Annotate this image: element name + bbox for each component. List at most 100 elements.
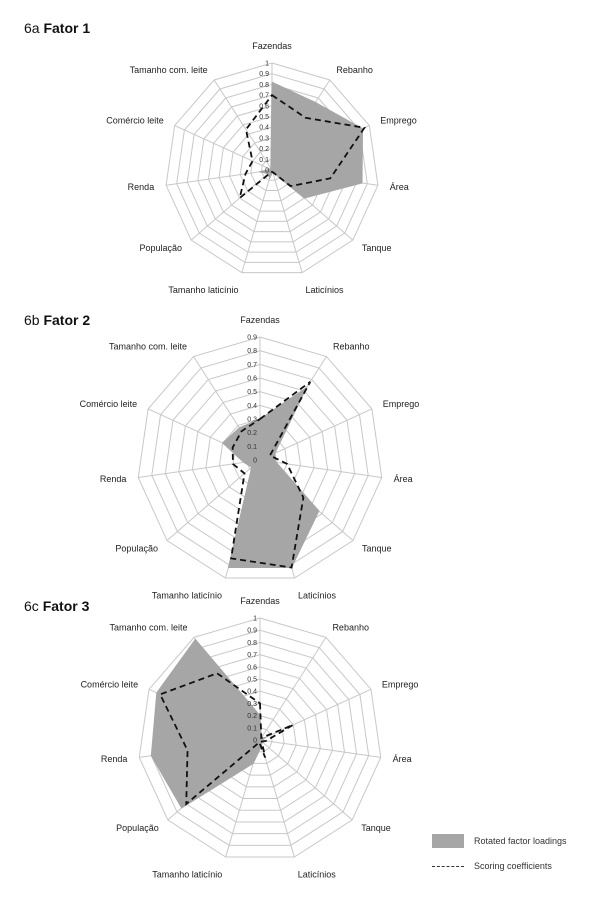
tick-label: 0 xyxy=(265,168,269,175)
category-label: Laticínios xyxy=(306,285,345,295)
panel-prefix: 6a xyxy=(24,20,40,36)
category-label: Comércio leite xyxy=(80,399,138,409)
category-label: Renda xyxy=(101,754,128,764)
tick-label: 0.4 xyxy=(247,689,257,696)
grid-spoke xyxy=(271,169,303,273)
category-labels: Fazendas Rebanho Emprego Área Tanque Laticíni… xyxy=(80,315,420,601)
category-label: População xyxy=(115,543,158,553)
tick-label: 0.7 xyxy=(247,652,257,659)
grid-spoke xyxy=(259,739,295,858)
tick-labels: 0 0.1 0.2 0.3 0.4 0.5 0.6 0.7 0.8 0.9 1 xyxy=(259,61,269,175)
legend-swatch-loadings xyxy=(432,834,464,848)
category-label: Laticínios xyxy=(298,870,337,880)
grid-spoke xyxy=(213,79,273,171)
tick-label: 0.5 xyxy=(259,114,269,121)
panel-title-text: Fator 3 xyxy=(42,598,90,614)
tick-label: 0.6 xyxy=(247,376,257,383)
panel-title: 6a Fator 1 xyxy=(24,20,90,36)
tick-label: 0 xyxy=(253,738,257,745)
category-label: Tanque xyxy=(361,823,391,833)
category-label: Área xyxy=(390,182,409,192)
category-label: Renda xyxy=(100,474,127,484)
category-label: Tamanho laticínio xyxy=(152,591,222,601)
tick-label: 0.1 xyxy=(259,157,269,164)
grid-ring xyxy=(176,73,368,263)
category-label: Tamanho com. leite xyxy=(110,622,188,632)
category-label: Tamanho laticínio xyxy=(152,870,222,880)
series-rotated-factor-loadings xyxy=(221,386,320,569)
category-label: Emprego xyxy=(383,399,420,409)
panel-title-text: Fator 2 xyxy=(43,312,91,328)
grid-spoke xyxy=(166,169,273,186)
series-rotated-factor-loadings xyxy=(150,638,268,809)
category-label: Comércio leite xyxy=(81,679,139,689)
panel-title: 6b Fator 2 xyxy=(24,312,90,328)
tick-label: 0.7 xyxy=(247,362,257,369)
grid-ring xyxy=(138,617,382,858)
radar-chart-fator-1: 0 0.1 0.2 0.3 0.4 0.5 0.6 0.7 0.8 0.9 1 Fazendas Reb… xyxy=(106,41,417,295)
tick-labels: 0 0.1 0.2 0.3 0.4 0.5 0.6 0.7 0.8 0.9 1 xyxy=(247,616,257,745)
grid-spoke xyxy=(259,739,353,821)
tick-label: 0.7 xyxy=(259,93,269,100)
tick-label: 1 xyxy=(253,616,257,623)
legend-label-loadings: Rotated factor loadings xyxy=(474,836,567,846)
legend: Rotated factor loadings Scoring coeffici… xyxy=(432,834,597,884)
series-scoring-coefficients xyxy=(158,672,294,806)
grid-spoke xyxy=(174,125,273,171)
tick-label: 0.4 xyxy=(259,125,269,132)
tick-label: 0.9 xyxy=(247,335,257,342)
grid-ring xyxy=(137,336,383,579)
grid-ring xyxy=(165,62,379,274)
grid-spoke xyxy=(259,637,327,741)
panel-title: 6c Fator 3 xyxy=(24,598,89,614)
tick-label: 0.6 xyxy=(259,103,269,110)
category-label: Tamanho com. leite xyxy=(109,341,187,351)
category-label: Tanque xyxy=(362,243,392,253)
grid-spoke xyxy=(259,408,373,461)
panel-prefix: 6c xyxy=(24,598,39,614)
radar-panel-fator-3: 6c Fator 3 0 0.1 0.2 0.3 0.4 0.5 0.6 0.7 0.8 0.9 1… xyxy=(0,596,600,888)
panel-title-text: Fator 1 xyxy=(43,20,91,36)
tick-label: 0 xyxy=(253,458,257,465)
legend-item-loadings: Rotated factor loadings xyxy=(432,834,567,848)
tick-label: 0.6 xyxy=(247,664,257,671)
grid-spoke xyxy=(241,169,273,273)
radar-chart-fator-2: 0 0.1 0.2 0.3 0.4 0.5 0.6 0.7 0.8 0.9 Fazendas Reba… xyxy=(80,315,420,601)
tick-label: 0.3 xyxy=(247,701,257,708)
tick-label: 0.9 xyxy=(259,71,269,78)
legend-label-scoring: Scoring coefficients xyxy=(474,861,552,871)
tick-label: 0.4 xyxy=(247,403,257,410)
tick-label: 0.3 xyxy=(247,417,257,424)
grid-spoke xyxy=(138,459,261,478)
tick-labels: 0 0.1 0.2 0.3 0.4 0.5 0.6 0.7 0.8 0.9 xyxy=(247,335,257,465)
category-label: Área xyxy=(393,754,412,764)
category-labels: Fazendas Rebanho Emprego Área Tanque Laticíni… xyxy=(81,596,419,880)
category-label: Rebanho xyxy=(332,622,369,632)
radar-panel-fator-2: 6b Fator 2 0 0.1 0.2 0.3 0.4 0.5 0.6 0.7 0.8 0.9 F… xyxy=(0,312,600,602)
legend-item-scoring: Scoring coefficients xyxy=(432,861,552,871)
tick-label: 0.2 xyxy=(247,430,257,437)
category-label: Emprego xyxy=(380,116,417,126)
tick-label: 0.8 xyxy=(247,348,257,355)
category-label: Fazendas xyxy=(240,315,280,325)
category-label: Rebanho xyxy=(333,341,370,351)
category-labels: Fazendas Rebanho Emprego Área Tanque Laticíni… xyxy=(106,41,417,295)
category-label: Tamanho laticínio xyxy=(168,285,238,295)
category-label: Emprego xyxy=(382,679,419,689)
radar-chart-fator-3: 0 0.1 0.2 0.3 0.4 0.5 0.6 0.7 0.8 0.9 1 Fazendas Reb… xyxy=(81,596,419,880)
radar-panel-fator-1: 6a Fator 1 0 0.1 0.2 0.3 0.4 0.5 0.6 0.7 0.8 0.9 1… xyxy=(0,20,600,310)
panel-prefix: 6b xyxy=(24,312,40,328)
category-label: Fazendas xyxy=(240,596,280,606)
tick-label: 0.9 xyxy=(247,628,257,635)
tick-label: 0.2 xyxy=(259,146,269,153)
category-label: População xyxy=(140,243,183,253)
series-scoring-coefficients xyxy=(238,93,366,201)
tick-label: 0.5 xyxy=(247,389,257,396)
category-label: Laticínios xyxy=(298,591,337,601)
tick-label: 0.1 xyxy=(247,725,257,732)
category-label: Rebanho xyxy=(336,65,373,75)
tick-label: 0.5 xyxy=(247,677,257,684)
category-label: Tanque xyxy=(362,543,392,553)
category-label: Tamanho com. leite xyxy=(130,65,208,75)
tick-label: 0.8 xyxy=(259,82,269,89)
